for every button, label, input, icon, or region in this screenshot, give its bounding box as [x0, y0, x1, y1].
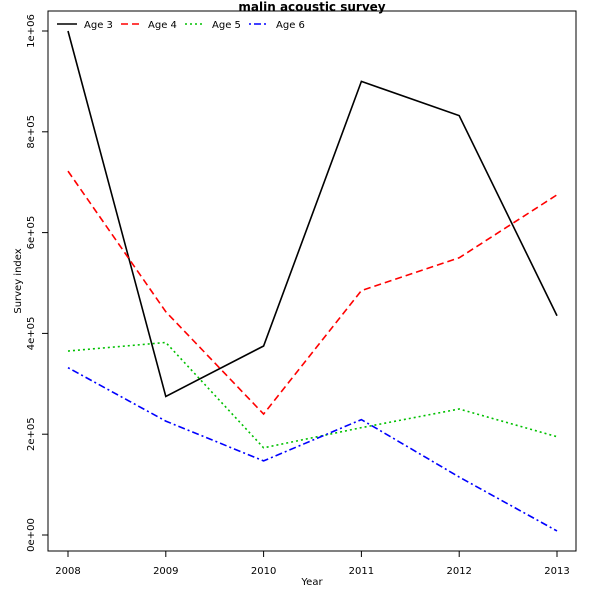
legend-label: Age 4	[148, 20, 177, 31]
x-tick-label: 2011	[349, 566, 374, 577]
series-line-age-3	[67, 30, 558, 398]
legend-label: Age 5	[212, 20, 241, 31]
x-tick-label: 2010	[251, 566, 276, 577]
series-line-age-4	[67, 170, 558, 416]
x-tick-label: 2013	[544, 566, 569, 577]
legend-label: Age 6	[276, 20, 305, 31]
y-tick-label: 0e+00	[26, 518, 37, 552]
y-tick-label: 6e+05	[26, 216, 37, 250]
plot-frame	[47, 10, 577, 552]
y-axis-label: Survey index	[13, 248, 24, 313]
series-line-age-6	[67, 366, 558, 532]
x-axis-label: Year	[300, 577, 323, 588]
x-axis: 2008 2009 2010 2011 2012 2013	[55, 550, 570, 577]
x-tick-label: 2008	[55, 566, 80, 577]
legend-label: Age 3	[84, 20, 113, 31]
series-line-age-5	[67, 341, 558, 449]
x-tick-label: 2009	[153, 566, 178, 577]
y-tick-label: 1e+06	[26, 14, 37, 48]
y-tick-label: 2e+05	[26, 417, 37, 451]
series-layer	[67, 30, 558, 532]
y-axis: 0e+00 2e+05 4e+05 6e+05 8e+05 1e+06	[26, 14, 49, 552]
y-tick-label: 8e+05	[26, 115, 37, 149]
legend: Age 3 Age 4 Age 5 Age 6	[57, 20, 305, 31]
chart-title: malin acoustic survey	[238, 0, 385, 14]
x-tick-label: 2012	[446, 566, 471, 577]
y-tick-label: 4e+05	[26, 317, 37, 351]
